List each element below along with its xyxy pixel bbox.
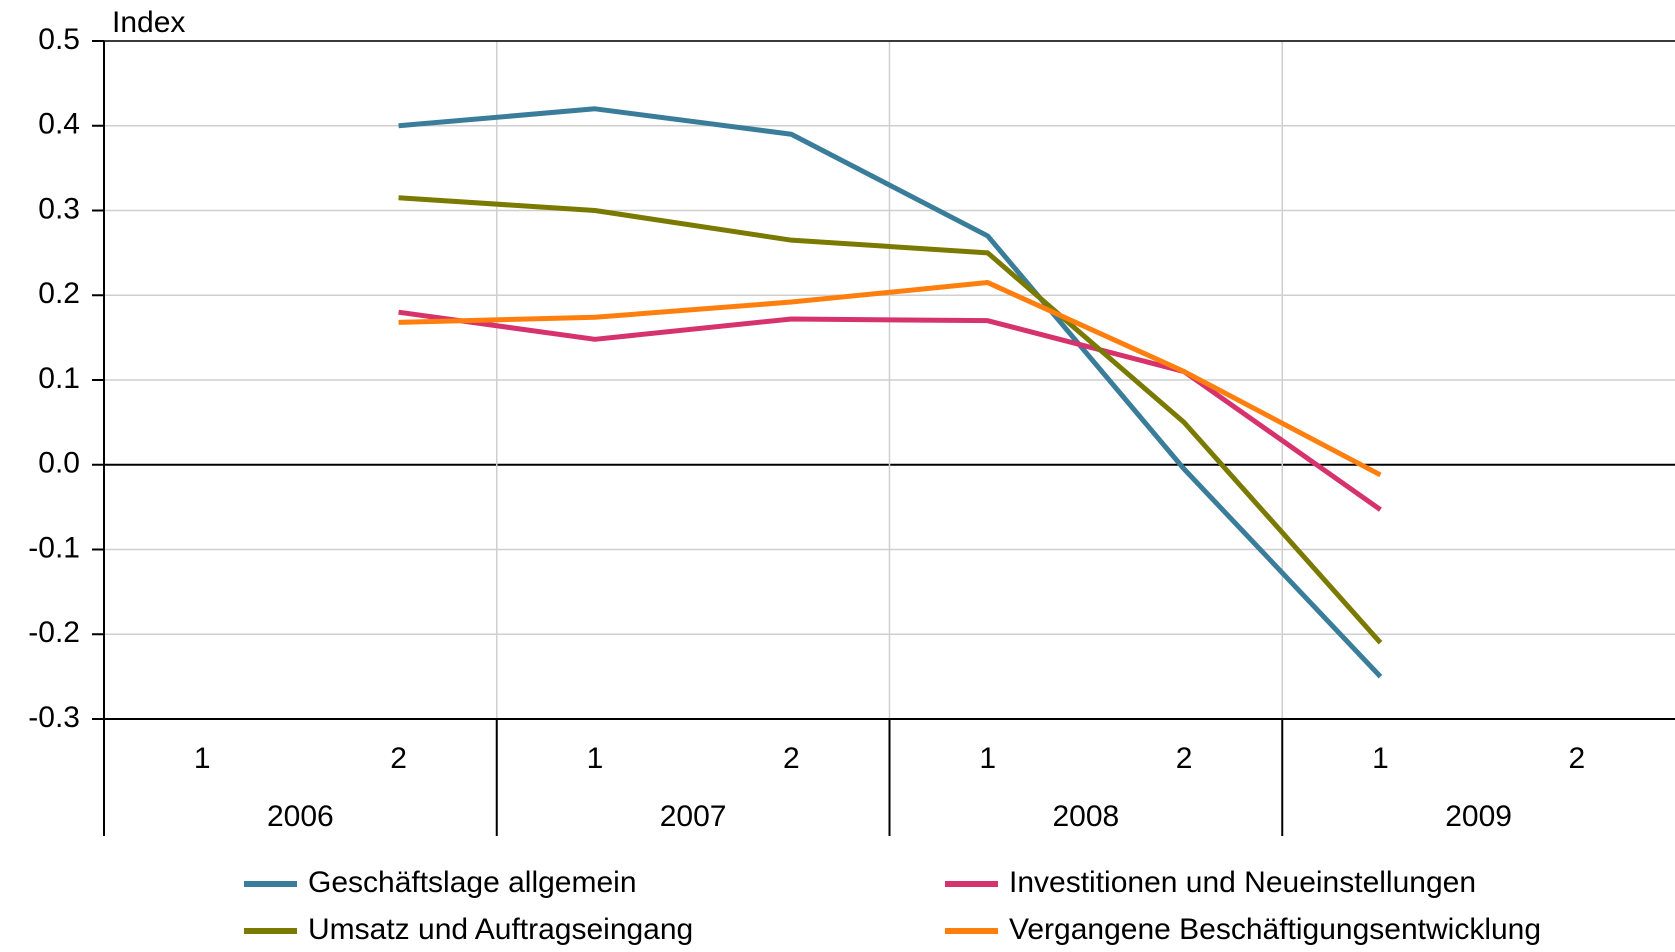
- x-tick-label: 2: [1176, 742, 1193, 775]
- x-tick-label: 1: [194, 742, 211, 775]
- x-tick-label: 1: [587, 742, 604, 775]
- y-tick-label: 0.0: [38, 447, 80, 480]
- y-axis-label: Index: [112, 6, 185, 39]
- y-tick-label: -0.2: [28, 616, 80, 649]
- y-tick-label: 0.4: [38, 108, 80, 141]
- legend-label: Investitionen und Neueinstellungen: [1009, 866, 1476, 899]
- x-tick-label: 2: [783, 742, 800, 775]
- y-tick-label: 0.5: [38, 23, 80, 56]
- year-label: 2006: [267, 800, 334, 833]
- legend-label: Umsatz und Auftragseingang: [308, 913, 693, 946]
- series-line: [398, 106, 1383, 679]
- legend-label: Vergangene Beschäftigungsentwicklung: [1009, 913, 1541, 946]
- x-tick-label: 1: [1372, 742, 1389, 775]
- y-tick-label: -0.3: [28, 701, 80, 734]
- y-tick-label: 0.1: [38, 362, 80, 395]
- y-tick-label: 0.3: [38, 192, 80, 225]
- series-line: [398, 280, 1382, 478]
- year-label: 2008: [1053, 800, 1120, 833]
- y-tick-label: 0.2: [38, 277, 80, 310]
- year-label: 2007: [660, 800, 727, 833]
- year-label: 2009: [1445, 800, 1512, 833]
- y-tick-label: -0.1: [28, 531, 80, 564]
- x-tick-label: 2: [1568, 742, 1585, 775]
- series-line: [398, 195, 1383, 645]
- legend-label: Geschäftslage allgemein: [308, 866, 637, 899]
- x-tick-label: 2: [390, 742, 407, 775]
- x-tick-label: 1: [979, 742, 996, 775]
- series-line: [398, 309, 1382, 512]
